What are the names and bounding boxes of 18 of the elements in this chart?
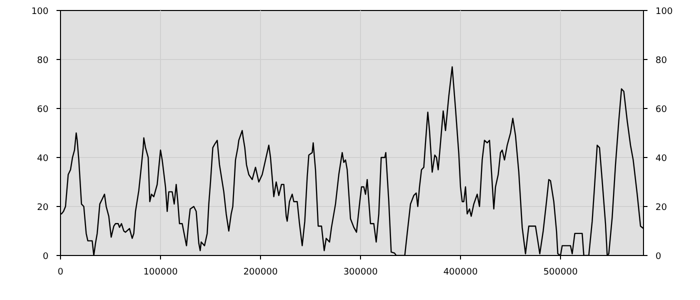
y-tick-label: 60	[37, 105, 49, 115]
x-tick-label: 200000	[243, 268, 278, 278]
x-tick-label: 400000	[443, 268, 478, 278]
y2-tick-label: 20	[656, 203, 668, 213]
y-tick-label: 80	[37, 56, 49, 66]
y2-tick-label: 100	[656, 7, 673, 17]
y2-tick-label: 60	[656, 105, 668, 115]
y-tick-label: 20	[37, 203, 49, 213]
x-tick-label: 100000	[143, 268, 178, 278]
y-tick-label: 40	[37, 154, 49, 164]
y2-tick-label: 0	[656, 252, 662, 262]
y-tick-label: 0	[42, 252, 49, 262]
x-tick-label: 500000	[543, 268, 578, 278]
y-tick-label: 100	[31, 7, 49, 17]
y2-tick-label: 40	[656, 154, 668, 164]
x-tick-label: 0	[58, 268, 64, 278]
x-tick-label: 300000	[343, 268, 378, 278]
y2-tick-label: 80	[656, 56, 668, 66]
